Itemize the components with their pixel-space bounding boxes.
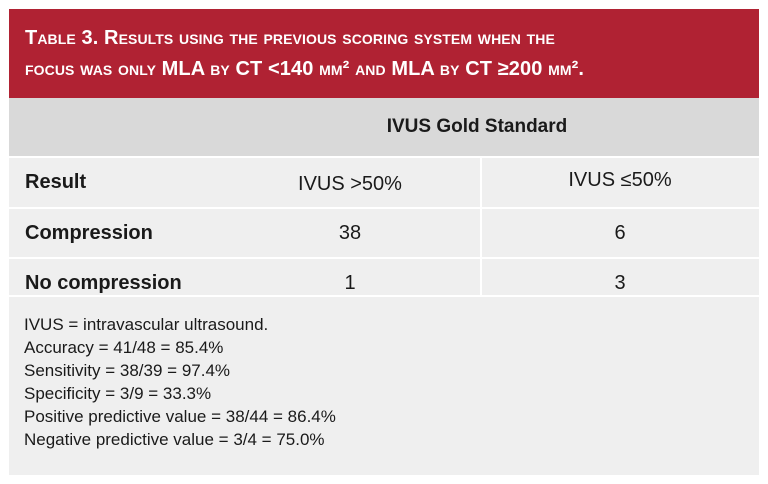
caption-line-2: focus was only MLA by CT <140 mm² and ML… — [25, 58, 585, 80]
row-label: Compression — [25, 222, 153, 244]
table-row: No compression 1 3 — [9, 259, 759, 308]
cell-ivus-gt50: 38 — [338, 222, 362, 244]
caption-line-1: Table 3. Results using the previous scor… — [25, 27, 555, 49]
column-header-row: Result IVUS >50% IVUS ≤50% — [9, 158, 759, 207]
table-row: Compression 38 6 — [9, 209, 759, 258]
row-divider — [9, 295, 759, 297]
footnote: Sensitivity = 38/39 = 97.4% — [24, 361, 231, 380]
footnote: Negative predictive value = 3/4 = 75.0% — [24, 430, 325, 449]
row-divider — [9, 207, 759, 209]
column-header-result: Result — [25, 171, 87, 193]
column-divider — [480, 158, 482, 295]
row-label: No compression — [25, 272, 182, 294]
results-table: Table 3. Results using the previous scor… — [9, 9, 759, 475]
group-header-label: IVUS Gold Standard — [386, 116, 568, 137]
cell-ivus-le50: 3 — [614, 272, 626, 294]
row-divider — [9, 156, 759, 158]
footnote: Specificity = 3/9 = 33.3% — [24, 384, 212, 403]
cell-ivus-le50: 6 — [614, 222, 626, 244]
table-caption: Table 3. Results using the previous scor… — [9, 9, 759, 98]
footnote: Accuracy = 41/48 = 85.4% — [24, 338, 224, 357]
footnote: Positive predictive value = 38/44 = 86.4… — [24, 407, 336, 426]
cell-ivus-gt50: 1 — [344, 272, 356, 294]
column-header-ivus-le50: IVUS ≤50% — [568, 169, 672, 191]
column-header-ivus-gt50: IVUS >50% — [298, 173, 402, 195]
row-divider — [9, 257, 759, 259]
table-footnotes: IVUS = intravascular ultrasound. Accurac… — [24, 313, 336, 451]
footnote: IVUS = intravascular ultrasound. — [24, 315, 269, 334]
group-header-row: IVUS Gold Standard — [9, 98, 759, 156]
